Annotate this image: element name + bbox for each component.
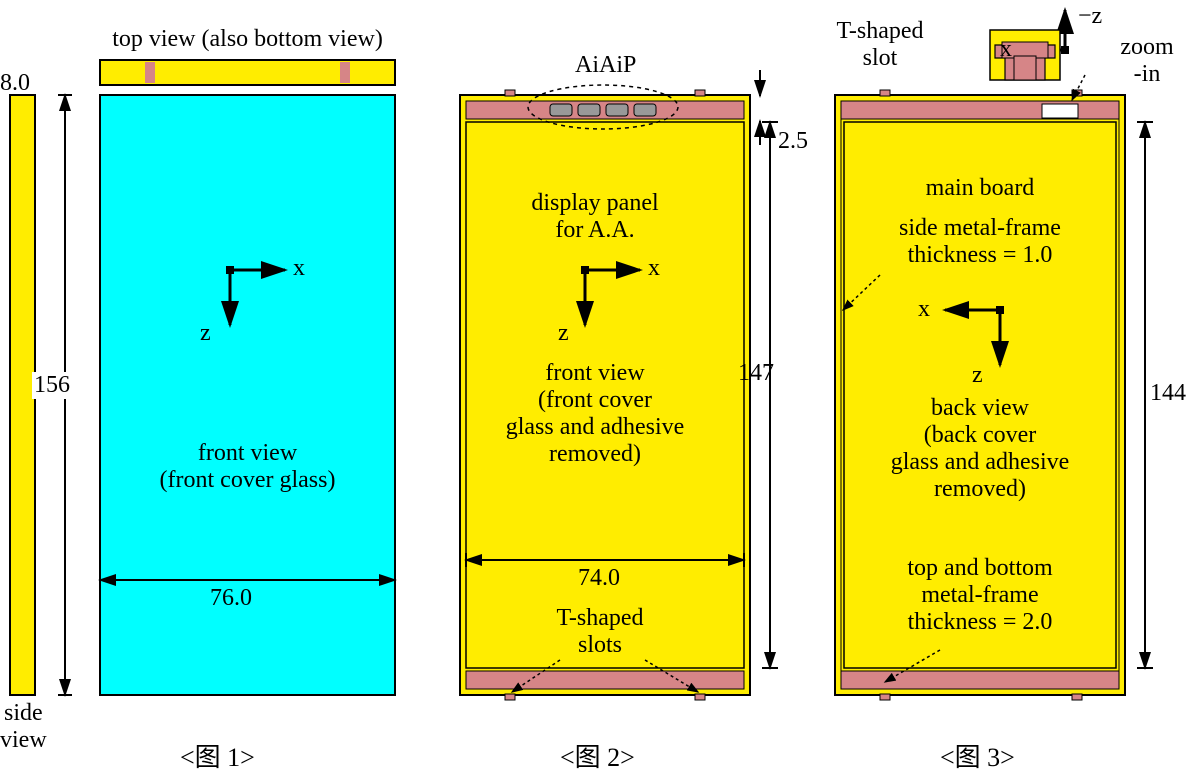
p1-width-dim: 76.0 [210, 585, 252, 612]
p2-text1: display panel for A.A. [495, 190, 695, 244]
p3-ax-x: x [918, 296, 930, 323]
p2-gap: 2.5 [778, 128, 808, 155]
p2-width: 74.0 [578, 565, 620, 592]
p2-text2: front view (front cover glass and adhesi… [480, 360, 710, 468]
p3-minusz: −z [1078, 3, 1102, 30]
p1-top-label: top view (also bottom view) [100, 26, 395, 53]
p3-zoom: zoom -in [1112, 34, 1182, 88]
p1-height-dim: 156 [32, 372, 72, 399]
p3-text3: back view (back cover glass and adhesive… [855, 395, 1105, 503]
p3-side-frame: side metal-frame thickness = 1.0 [870, 215, 1090, 269]
p3-text4: top and bottom metal-frame thickness = 2… [870, 555, 1090, 636]
p2-slots: T-shaped slots [540, 605, 660, 659]
p2-height: 147 [738, 360, 774, 387]
p3-height: 144 [1150, 380, 1186, 407]
p1-thickness: 8.0 [0, 70, 30, 97]
p2-ax-x: x [648, 255, 660, 282]
p1-caption: <图 1> [180, 737, 255, 774]
p1-body-label: front view (front cover glass) [130, 440, 365, 494]
p1-ax-x: x [293, 255, 305, 282]
p1-ax-z: z [200, 320, 211, 347]
p3-main-board: main board [870, 175, 1090, 202]
top-view-strip [100, 60, 395, 85]
p2-caption: <图 2> [560, 737, 635, 774]
p3-ax-x-top: x [1000, 36, 1012, 63]
p3-caption: <图 3> [940, 737, 1015, 774]
p3-ax-z: z [972, 362, 983, 389]
p2-aiaip: AiAiP [575, 52, 636, 79]
p3-tslot-label: T-shaped slot [830, 18, 930, 72]
p1-side-label: side view [0, 700, 47, 754]
panel3-svg [810, 0, 1200, 780]
p2-ax-z: z [558, 320, 569, 347]
